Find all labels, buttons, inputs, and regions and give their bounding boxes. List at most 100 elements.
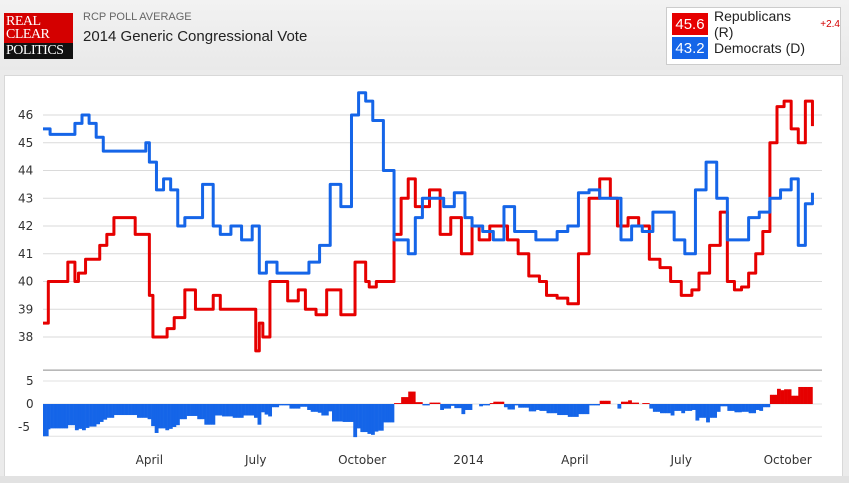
spread-bar [136, 404, 140, 418]
spread-bar [117, 404, 120, 416]
spread-bar [346, 404, 349, 422]
spread-bar [110, 404, 113, 418]
spread-bar [232, 404, 235, 418]
spread-bar [620, 401, 624, 404]
spread-bar [296, 404, 299, 409]
spread-bar [654, 404, 657, 412]
y-tick-label: 39 [18, 302, 33, 316]
spread-bar [80, 404, 83, 429]
spread-bar [152, 404, 155, 427]
spread-bar [589, 404, 592, 406]
spread-bar [363, 404, 366, 433]
spread-bar [53, 404, 56, 429]
spread-bar [328, 404, 331, 412]
legend-item-republicans[interactable]: 45.6 Republicans (R) +2.4 [672, 8, 840, 40]
spread-bar [209, 404, 212, 425]
spread-bar [697, 404, 700, 421]
spread-bar [303, 404, 306, 407]
spread-bar [316, 404, 319, 412]
spread-bar [674, 404, 677, 411]
spread-bar [406, 397, 409, 404]
spread-bar [213, 404, 216, 425]
spread-bar [725, 404, 728, 407]
x-tick-label: April [561, 453, 588, 467]
spread-bar [590, 404, 593, 406]
spread-bar [388, 404, 391, 423]
spread-bar [780, 390, 783, 404]
spread-bar [652, 404, 655, 412]
spread-bar [525, 404, 528, 408]
spread-bar [805, 386, 808, 404]
spread-bar [665, 404, 668, 414]
spread-bar [583, 404, 586, 415]
spread-bar [803, 386, 806, 404]
spread-bar [587, 404, 590, 415]
spread-bar [43, 404, 46, 437]
spread-bar [277, 404, 280, 408]
spread-bar [498, 401, 501, 404]
spread-bar [58, 404, 62, 429]
spread-bar [255, 404, 258, 418]
spread-bar [92, 404, 95, 427]
spread-bar [748, 404, 751, 414]
y-tick-label: 38 [18, 330, 33, 344]
spread-bar [608, 400, 611, 404]
spread-bar [750, 404, 753, 414]
spread-bar [179, 404, 182, 420]
y-tick-label: 45 [18, 136, 33, 150]
spread-bar [502, 401, 505, 404]
spread-bar [238, 404, 241, 418]
spread-bar [530, 404, 533, 412]
spread-bar [541, 404, 544, 411]
spread-bar [505, 404, 508, 408]
spread-bar [698, 404, 702, 418]
spread-bar [330, 404, 333, 412]
spread-bar [755, 404, 758, 410]
spread-bar [491, 403, 494, 404]
spread-bar [408, 391, 411, 404]
spread-bar [753, 404, 757, 414]
spread-bar [635, 402, 638, 404]
spread-bar [204, 404, 207, 425]
spread-bar [773, 394, 776, 404]
spread-bar [105, 404, 108, 420]
spread-bar [278, 404, 281, 406]
spread-bar [663, 404, 666, 414]
x-tick-label: July [244, 453, 267, 467]
logo-line: POLITICS [6, 43, 64, 58]
spread-bar [124, 404, 127, 416]
spread-bar [562, 404, 565, 416]
spread-bar [168, 404, 171, 429]
spread-bar [339, 404, 342, 422]
spread-bar [560, 404, 563, 416]
spread-bar [379, 404, 382, 431]
spread-bar [482, 404, 485, 406]
x-tick-label: October [338, 453, 386, 467]
spread-bar [516, 404, 519, 406]
legend: 45.6 Republicans (R) +2.4 43.2 Democrats… [666, 7, 841, 65]
spread-bar [670, 404, 673, 416]
spread-bar [273, 404, 276, 408]
spread-bar [553, 404, 556, 414]
spread-bar [496, 401, 499, 404]
rcp-logo[interactable]: REAL CLEAR POLITICS [4, 13, 73, 59]
spread-bar [768, 404, 771, 408]
spread-bar [762, 404, 765, 408]
spread-bar [431, 402, 434, 404]
spread-bar [390, 404, 393, 423]
spread-bar [76, 404, 79, 431]
spread-bar [144, 404, 147, 418]
spread-bar [190, 404, 193, 416]
spread-bar [358, 404, 361, 429]
spread-bar [775, 394, 778, 404]
spread-bar [801, 386, 804, 404]
spread-bar [376, 404, 379, 432]
spread-bar [791, 395, 794, 404]
spread-bar [693, 404, 696, 410]
legend-item-democrats[interactable]: 43.2 Democrats (D) [672, 37, 805, 59]
navigator-bar[interactable] [0, 476, 849, 483]
spread-bar [392, 404, 395, 423]
spread-bar [154, 404, 157, 433]
spread-bar [597, 404, 601, 406]
